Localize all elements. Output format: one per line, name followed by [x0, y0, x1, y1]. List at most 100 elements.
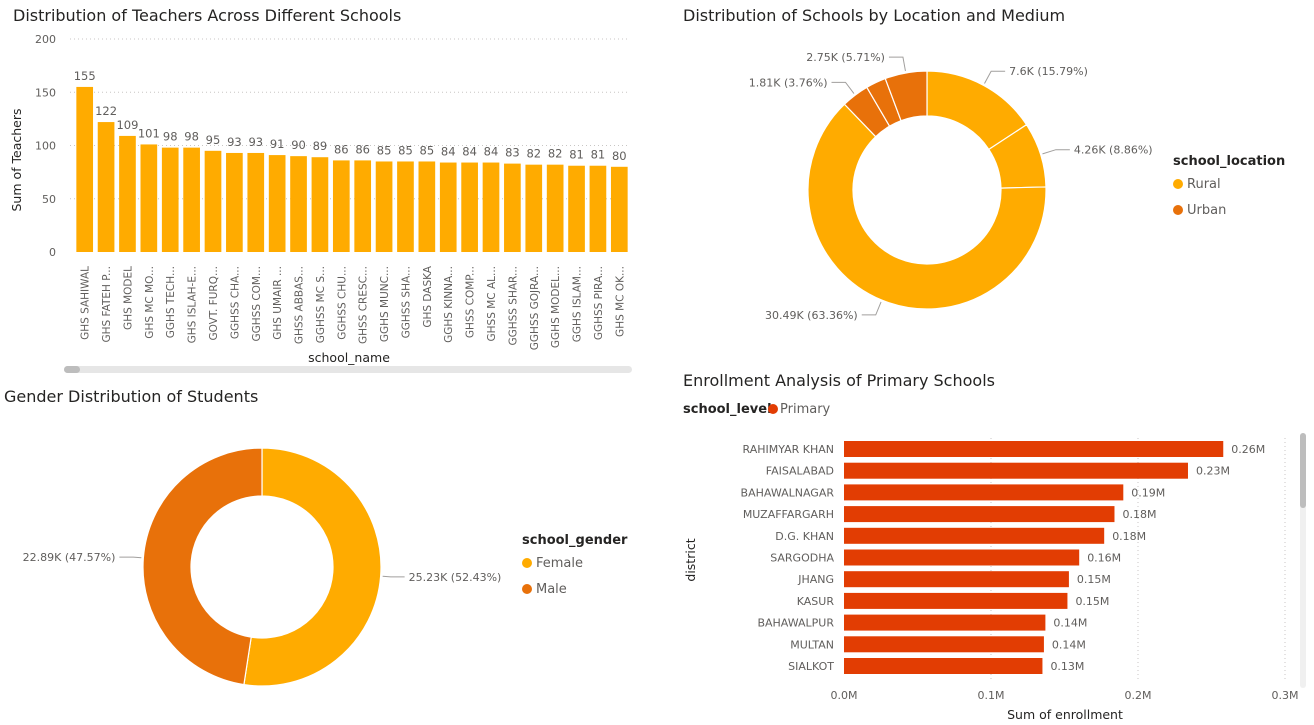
teachers-bar: [461, 162, 478, 252]
teachers-x-tick-label: GHS DASKA: [422, 265, 434, 327]
location-data-label: 7.6K (15.79%): [1009, 65, 1088, 78]
enrollment-x-tick-label: 0.2M: [1125, 689, 1152, 702]
teachers-bar-data-label: 84: [484, 145, 499, 159]
teachers-bar: [119, 135, 136, 252]
teachers-bar: [418, 161, 436, 252]
enrollment-bar-data-label: 0.14M: [1053, 617, 1087, 630]
teachers-bar: [204, 150, 222, 252]
teachers-bar-data-label: 98: [184, 130, 199, 144]
legend-label-urban: Urban: [1187, 203, 1227, 218]
teachers-bar-data-label: 90: [291, 138, 306, 152]
legend-item-primary[interactable]: Primary: [768, 402, 830, 417]
enrollment-y-tick-label: JHANG: [797, 573, 834, 586]
teachers-scrollbar-thumb[interactable]: [64, 366, 80, 373]
enrollment-x-tick-label: 0.3M: [1272, 689, 1299, 702]
legend-label-male: Male: [536, 582, 567, 597]
teachers-x-tick-label: GGHS ISLAM...: [572, 266, 584, 342]
teachers-x-tick-label: GGHSS SHA...: [400, 266, 412, 338]
teachers-bar: [504, 163, 521, 252]
enrollment-bar: [844, 441, 1224, 457]
legend-item-urban[interactable]: Urban: [1173, 203, 1226, 218]
teachers-horizontal-scrollbar[interactable]: [64, 366, 632, 373]
primary-dot-icon: [768, 404, 778, 414]
teachers-bar-data-label: 95: [206, 133, 221, 147]
teachers-x-tick-label: GHS FATEH P...: [101, 266, 113, 342]
gender-data-label: 22.89K (47.57%): [23, 551, 116, 564]
enrollment-bar: [844, 614, 1046, 631]
teachers-bar-data-label: 122: [95, 104, 117, 118]
teachers-bar: [268, 155, 286, 252]
teachers-bar: [140, 144, 158, 252]
teachers-bar-data-label: 81: [569, 148, 584, 162]
enrollment-bar-data-label: 0.18M: [1112, 530, 1146, 543]
enrollment-bar-data-label: 0.26M: [1231, 443, 1265, 456]
teachers-x-tick-label: GHS MODEL: [122, 266, 134, 330]
legend-item-male[interactable]: Male: [522, 582, 567, 597]
teachers-bar-data-label: 85: [377, 143, 392, 157]
teachers-bar: [161, 147, 179, 252]
teachers-x-tick-label: GHS MC MO...: [144, 266, 156, 339]
enrollment-y-tick-label: D.G. KHAN: [775, 530, 834, 543]
teachers-bar: [546, 164, 564, 252]
teachers-bar: [610, 166, 628, 252]
rural-dot-icon: [1173, 179, 1183, 189]
teachers-x-tick-label: GGHSS CHU...: [336, 266, 348, 340]
teachers-y-tick-label: 100: [35, 140, 56, 153]
enrollment-y-tick-label: MUZAFFARGARH: [743, 508, 834, 521]
enrollment-y-tick-label: MULTAN: [790, 638, 834, 651]
enrollment-bar-data-label: 0.19M: [1131, 486, 1165, 499]
teachers-x-tick-label: GHS MC OK...: [614, 266, 626, 337]
teachers-x-tick-label: GGHSS GOJRA...: [529, 266, 541, 350]
enrollment-y-tick-label: RAHIMYAR KHAN: [743, 443, 835, 456]
teachers-x-tick-label: GHSS COMP...: [465, 266, 477, 338]
gender-legend-title: school_gender: [522, 533, 628, 548]
teachers-x-tick-label: GGHSS MC S...: [315, 266, 327, 343]
location-slice: [884, 70, 928, 122]
enrollment-y-tick-label: BAHAWALNAGAR: [741, 486, 835, 499]
enrollment-x-axis-title: Sum of enrollment: [1007, 707, 1123, 722]
enrollment-vertical-scrollbar[interactable]: [1300, 433, 1306, 688]
teachers-x-tick-label: GOVT. FURQ...: [208, 266, 220, 341]
teachers-bar-data-label: 86: [355, 142, 370, 156]
teachers-bar: [354, 160, 372, 252]
teachers-bar: [311, 157, 329, 252]
teachers-x-tick-label: GGHSS PIRA...: [593, 266, 605, 340]
enrollment-x-tick-label: 0.1M: [978, 689, 1005, 702]
location-leader-line: [831, 81, 855, 94]
teachers-bar-data-label: 98: [163, 130, 178, 144]
teachers-x-tick-label: GGHSS SHAR...: [507, 266, 519, 346]
teachers-bar-data-label: 81: [591, 148, 606, 162]
teachers-bar-data-label: 101: [138, 126, 160, 140]
legend-item-female[interactable]: Female: [522, 556, 583, 571]
teachers-y-tick-label: 50: [42, 193, 56, 206]
teachers-bar: [439, 162, 457, 252]
teachers-x-tick-label: GGHSS CHA...: [229, 266, 241, 339]
enrollment-bar-data-label: 0.15M: [1077, 573, 1111, 586]
legend-item-rural[interactable]: Rural: [1173, 177, 1221, 192]
teachers-bar-data-label: 86: [334, 142, 349, 156]
enrollment-bar-data-label: 0.15M: [1075, 595, 1109, 608]
enrollment-y-tick-label: SARGODHA: [770, 552, 834, 565]
legend-label-female: Female: [536, 556, 584, 571]
teachers-bar-data-label: 82: [548, 147, 563, 161]
teachers-bar-data-label: 82: [526, 147, 541, 161]
teachers-bar: [482, 162, 500, 252]
gender-leader-line: [119, 556, 142, 559]
enrollment-chart-title: Enrollment Analysis of Primary Schools: [683, 371, 995, 390]
teachers-bar-data-label: 91: [270, 137, 285, 151]
location-slice: [807, 103, 1047, 310]
location-legend-title: school_location: [1173, 154, 1286, 169]
male-dot-icon: [522, 584, 532, 594]
teachers-x-tick-label: GGHS MODEL...: [550, 266, 562, 348]
urban-dot-icon: [1173, 205, 1183, 215]
enrollment-bar-data-label: 0.18M: [1122, 508, 1156, 521]
enrollment-scrollbar-thumb[interactable]: [1300, 433, 1306, 508]
teachers-bar: [525, 164, 543, 252]
teachers-bar: [290, 156, 307, 252]
enrollment-bar: [844, 592, 1068, 609]
location-data-label: 2.75K (5.71%): [806, 51, 885, 64]
teachers-bar-data-label: 84: [441, 145, 456, 159]
teachers-x-tick-label: GHS ISLAH-E...: [187, 266, 199, 343]
teachers-bar-data-label: 93: [227, 135, 242, 149]
